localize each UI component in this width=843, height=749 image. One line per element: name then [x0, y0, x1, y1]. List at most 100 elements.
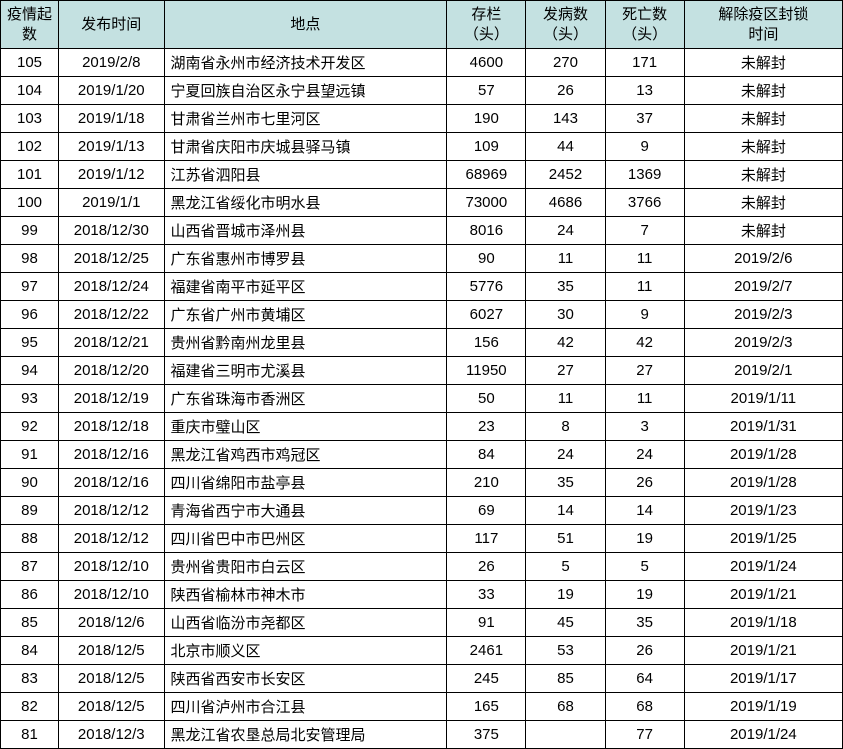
- cell-dead: 3766: [605, 189, 684, 217]
- cell-lift: 2019/1/31: [684, 413, 842, 441]
- cell-dead: 26: [605, 469, 684, 497]
- cell-sick: 8: [526, 413, 605, 441]
- cell-idx: 88: [1, 525, 59, 553]
- table-row: 872018/12/10贵州省贵阳市白云区26552019/1/24: [1, 553, 843, 581]
- cell-dead: 24: [605, 441, 684, 469]
- table-row: 1022019/1/13甘肃省庆阳市庆城县驿马镇109449未解封: [1, 133, 843, 161]
- cell-idx: 92: [1, 413, 59, 441]
- cell-loc: 广东省广州市黄埔区: [164, 301, 447, 329]
- table-row: 882018/12/12四川省巴中市巴州区11751192019/1/25: [1, 525, 843, 553]
- header-date: 发布时间: [59, 1, 165, 49]
- cell-lift: 2019/1/18: [684, 609, 842, 637]
- cell-sick: 51: [526, 525, 605, 553]
- cell-loc: 陕西省榆林市神木市: [164, 581, 447, 609]
- cell-lift: 未解封: [684, 133, 842, 161]
- cell-sick: 27: [526, 357, 605, 385]
- cell-date: 2018/12/25: [59, 245, 165, 273]
- cell-date: 2019/2/8: [59, 49, 165, 77]
- cell-dead: 42: [605, 329, 684, 357]
- cell-stock: 57: [447, 77, 526, 105]
- cell-loc: 广东省珠海市香洲区: [164, 385, 447, 413]
- cell-loc: 甘肃省庆阳市庆城县驿马镇: [164, 133, 447, 161]
- cell-dead: 68: [605, 693, 684, 721]
- cell-stock: 84: [447, 441, 526, 469]
- cell-date: 2019/1/12: [59, 161, 165, 189]
- cell-dead: 171: [605, 49, 684, 77]
- header-sick: 发病数（头）: [526, 1, 605, 49]
- cell-stock: 11950: [447, 357, 526, 385]
- cell-loc: 黑龙江省鸡西市鸡冠区: [164, 441, 447, 469]
- table-body: 1052019/2/8湖南省永州市经济技术开发区4600270171未解封104…: [1, 49, 843, 749]
- cell-idx: 82: [1, 693, 59, 721]
- cell-sick: 19: [526, 581, 605, 609]
- cell-dead: 35: [605, 609, 684, 637]
- cell-stock: 156: [447, 329, 526, 357]
- header-lift: 解除疫区封锁时间: [684, 1, 842, 49]
- table-row: 962018/12/22广东省广州市黄埔区60273092019/2/3: [1, 301, 843, 329]
- table-row: 1032019/1/18甘肃省兰州市七里河区19014337未解封: [1, 105, 843, 133]
- cell-sick: 5: [526, 553, 605, 581]
- cell-date: 2018/12/10: [59, 581, 165, 609]
- cell-stock: 26: [447, 553, 526, 581]
- table-row: 932018/12/19广东省珠海市香洲区5011112019/1/11: [1, 385, 843, 413]
- table-row: 952018/12/21贵州省黔南州龙里县15642422019/2/3: [1, 329, 843, 357]
- table-row: 862018/12/10陕西省榆林市神木市3319192019/1/21: [1, 581, 843, 609]
- cell-idx: 89: [1, 497, 59, 525]
- cell-stock: 2461: [447, 637, 526, 665]
- cell-lift: 2019/2/3: [684, 301, 842, 329]
- cell-idx: 94: [1, 357, 59, 385]
- table-row: 912018/12/16黑龙江省鸡西市鸡冠区8424242019/1/28: [1, 441, 843, 469]
- cell-sick: 11: [526, 385, 605, 413]
- cell-stock: 90: [447, 245, 526, 273]
- cell-lift: 未解封: [684, 49, 842, 77]
- table-row: 852018/12/6山西省临汾市尧都区9145352019/1/18: [1, 609, 843, 637]
- cell-dead: 19: [605, 581, 684, 609]
- cell-stock: 165: [447, 693, 526, 721]
- cell-loc: 山西省临汾市尧都区: [164, 609, 447, 637]
- cell-idx: 96: [1, 301, 59, 329]
- cell-stock: 6027: [447, 301, 526, 329]
- cell-stock: 69: [447, 497, 526, 525]
- cell-loc: 重庆市璧山区: [164, 413, 447, 441]
- cell-dead: 27: [605, 357, 684, 385]
- cell-idx: 102: [1, 133, 59, 161]
- cell-dead: 14: [605, 497, 684, 525]
- cell-date: 2019/1/13: [59, 133, 165, 161]
- cell-dead: 37: [605, 105, 684, 133]
- cell-lift: 未解封: [684, 161, 842, 189]
- cell-loc: 宁夏回族自治区永宁县望远镇: [164, 77, 447, 105]
- table-header: 疫情起数 发布时间 地点 存栏（头） 发病数（头） 死亡数（头） 解除疫区封锁时…: [1, 1, 843, 49]
- cell-loc: 甘肃省兰州市七里河区: [164, 105, 447, 133]
- cell-stock: 73000: [447, 189, 526, 217]
- table-row: 812018/12/3黑龙江省农垦总局北安管理局375772019/1/24: [1, 721, 843, 749]
- cell-stock: 117: [447, 525, 526, 553]
- cell-lift: 2019/1/25: [684, 525, 842, 553]
- cell-lift: 2019/1/24: [684, 553, 842, 581]
- cell-loc: 山西省晋城市泽州县: [164, 217, 447, 245]
- cell-lift: 未解封: [684, 105, 842, 133]
- table-row: 1042019/1/20宁夏回族自治区永宁县望远镇572613未解封: [1, 77, 843, 105]
- cell-stock: 68969: [447, 161, 526, 189]
- cell-date: 2018/12/16: [59, 469, 165, 497]
- cell-sick: 11: [526, 245, 605, 273]
- cell-lift: 2019/2/6: [684, 245, 842, 273]
- cell-sick: 14: [526, 497, 605, 525]
- cell-date: 2018/12/5: [59, 693, 165, 721]
- cell-date: 2018/12/22: [59, 301, 165, 329]
- cell-idx: 97: [1, 273, 59, 301]
- cell-idx: 95: [1, 329, 59, 357]
- header-idx: 疫情起数: [1, 1, 59, 49]
- cell-date: 2019/1/20: [59, 77, 165, 105]
- cell-loc: 福建省三明市尤溪县: [164, 357, 447, 385]
- cell-date: 2018/12/3: [59, 721, 165, 749]
- cell-lift: 2019/1/21: [684, 581, 842, 609]
- cell-lift: 2019/1/28: [684, 469, 842, 497]
- cell-dead: 13: [605, 77, 684, 105]
- cell-sick: 4686: [526, 189, 605, 217]
- cell-dead: 3: [605, 413, 684, 441]
- cell-dead: 7: [605, 217, 684, 245]
- cell-lift: 2019/1/21: [684, 637, 842, 665]
- header-dead: 死亡数（头）: [605, 1, 684, 49]
- cell-dead: 1369: [605, 161, 684, 189]
- cell-date: 2019/1/1: [59, 189, 165, 217]
